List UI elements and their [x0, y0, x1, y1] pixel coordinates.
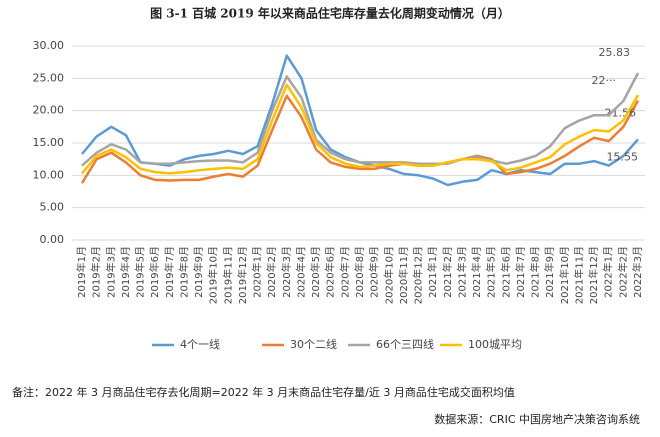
- x-tick-label: 2020年6月: [324, 246, 337, 298]
- x-tick-label: 2020年8月: [353, 246, 366, 298]
- data-label: 25.83: [599, 46, 631, 59]
- x-tick-label: 2019年4月: [119, 246, 132, 298]
- legend-label: 4个一线: [180, 337, 220, 351]
- x-tick-label: 2020年3月: [280, 246, 293, 298]
- x-tick-label: 2021年9月: [543, 246, 556, 298]
- x-tick-label: 2021年5月: [485, 246, 498, 298]
- x-tick-label: 2021年10月: [558, 246, 571, 304]
- y-tick-label: 10.00: [33, 168, 65, 181]
- x-tick-label: 2020年12月: [412, 246, 425, 304]
- note: 备注：2022 年 3 月商品住宅存去化周期=2022 年 3 月末商品住宅存量…: [12, 385, 515, 399]
- x-tick-label: 2022年1月: [602, 246, 615, 298]
- legend-label: 100城平均: [468, 338, 522, 351]
- x-tick-label: 2019年11月: [221, 246, 234, 304]
- series-line: [81, 72, 640, 167]
- x-tick-label: 2022年3月: [631, 246, 644, 298]
- x-tick-label: 2019年9月: [192, 246, 205, 298]
- source: 数据来源：CRIC 中国房地产决策咨询系统: [434, 412, 640, 426]
- y-tick-label: 5.00: [40, 201, 65, 214]
- x-tick-label: 2019年1月: [75, 246, 88, 298]
- data-label: 22···: [592, 74, 617, 87]
- x-tick-label: 2021年2月: [441, 246, 454, 298]
- series-line: [81, 83, 640, 175]
- x-tick-label: 2021年6月: [499, 246, 512, 298]
- x-tick-label: 2020年5月: [309, 246, 322, 298]
- x-tick-label: 2020年2月: [265, 246, 278, 298]
- chart-title: 图 3-1 百城 2019 年以来商品住宅库存量去化周期变动情况（月）: [150, 6, 510, 21]
- legend-label: 30个二线: [290, 337, 337, 351]
- legend-label: 66个三四线: [376, 337, 434, 351]
- y-tick-label: 30.00: [33, 39, 65, 52]
- x-tick-label: 2020年4月: [294, 246, 307, 298]
- y-tick-label: 0.00: [40, 233, 65, 246]
- x-tick-label: 2021年1月: [426, 246, 439, 298]
- data-label: 15.55: [607, 150, 639, 163]
- x-tick-label: 2021年7月: [514, 246, 527, 298]
- x-tick-label: 2019年7月: [163, 246, 176, 298]
- y-tick-label: 15.00: [33, 136, 65, 149]
- x-tick-label: 2021年11月: [572, 246, 585, 304]
- x-tick-label: 2022年2月: [616, 246, 629, 298]
- x-tick-label: 2020年1月: [251, 246, 264, 298]
- series-line: [81, 54, 639, 187]
- x-tick-label: 2019年8月: [177, 246, 190, 298]
- x-tick-label: 2020年9月: [368, 246, 381, 298]
- x-tick-label: 2021年3月: [455, 246, 468, 298]
- y-tick-label: 25.00: [33, 71, 65, 84]
- series-line: [80, 94, 640, 184]
- x-tick-label: 2020年10月: [382, 246, 395, 304]
- x-tick-label: 2020年7月: [338, 246, 351, 298]
- x-tick-label: 2021年12月: [587, 246, 600, 304]
- x-tick-label: 2019年10月: [207, 246, 220, 304]
- x-tick-label: 2019年5月: [134, 246, 147, 298]
- x-tick-label: 2019年3月: [104, 246, 117, 298]
- x-tick-label: 2021年4月: [470, 246, 483, 298]
- x-tick-label: 2019年12月: [236, 246, 249, 304]
- x-tick-label: 2021年8月: [529, 246, 542, 298]
- x-tick-label: 2019年2月: [90, 246, 103, 298]
- y-tick-label: 20.00: [33, 104, 65, 117]
- x-tick-label: 2019年6月: [148, 246, 161, 298]
- x-tick-label: 2020年11月: [397, 246, 410, 304]
